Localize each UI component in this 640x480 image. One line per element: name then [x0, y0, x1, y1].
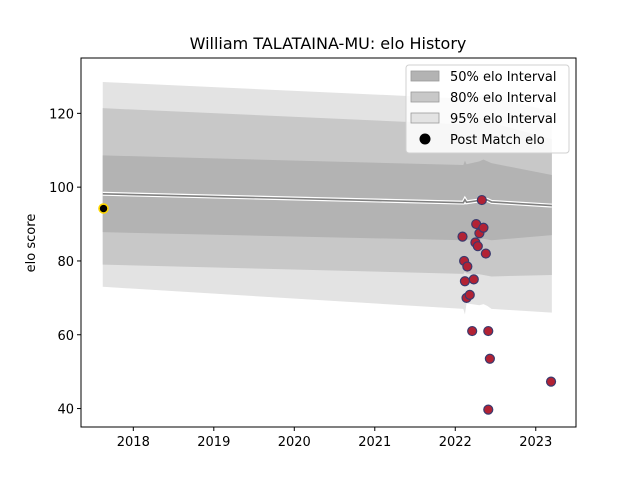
- legend: 50% elo Interval 80% elo Interval 95% elo …: [405, 64, 570, 154]
- x-tick-label: 2019: [197, 435, 230, 450]
- x-tick-label: 2020: [278, 435, 311, 450]
- x-tick-label: 2021: [358, 435, 391, 450]
- data-point: [462, 261, 473, 272]
- x-tick-label: 2022: [439, 435, 472, 450]
- data-point: [467, 325, 478, 337]
- data-point: [476, 194, 487, 206]
- point-first-match: [98, 203, 109, 214]
- y-tick-label: 60: [57, 329, 74, 344]
- axes: 2018 2019 2020 2021 2022 2023 40 60 80 100 120: [49, 57, 577, 450]
- y-tick-label: 100: [49, 181, 74, 196]
- y-tick-label: 80: [57, 255, 74, 270]
- x-tick-label: 2023: [519, 435, 552, 450]
- legend-box: [405, 64, 570, 154]
- legend-label: 95% elo Interval: [450, 112, 557, 127]
- legend-label: 80% elo Interval: [450, 91, 557, 106]
- data-point: [545, 376, 557, 387]
- data-point: [484, 353, 495, 364]
- y-tick-label: 120: [49, 107, 74, 122]
- y-axis-title: elo score: [24, 214, 39, 273]
- data-point: [480, 248, 491, 259]
- legend-swatch-band-50: [410, 70, 440, 82]
- x-tick-label: 2018: [117, 435, 150, 450]
- data-point: [468, 274, 479, 285]
- legend-swatch-band-80: [410, 91, 440, 103]
- data-point: [483, 404, 494, 415]
- legend-label: Post Match elo: [450, 133, 545, 148]
- y-tick-label: 40: [57, 403, 74, 418]
- data-point: [483, 325, 494, 337]
- data-point: [478, 222, 489, 233]
- data-point: [472, 241, 483, 252]
- legend-swatch-point: [419, 133, 431, 145]
- data-point: [464, 289, 475, 300]
- plot-frame: [80, 57, 577, 428]
- data-point: [459, 276, 471, 287]
- chart-title: William TALATAINA-MU: elo History: [190, 34, 467, 53]
- legend-label: 50% elo Interval: [450, 70, 557, 85]
- legend-swatch-band-95: [410, 112, 440, 124]
- post-match-points: [98, 194, 557, 415]
- data-point: [457, 231, 468, 242]
